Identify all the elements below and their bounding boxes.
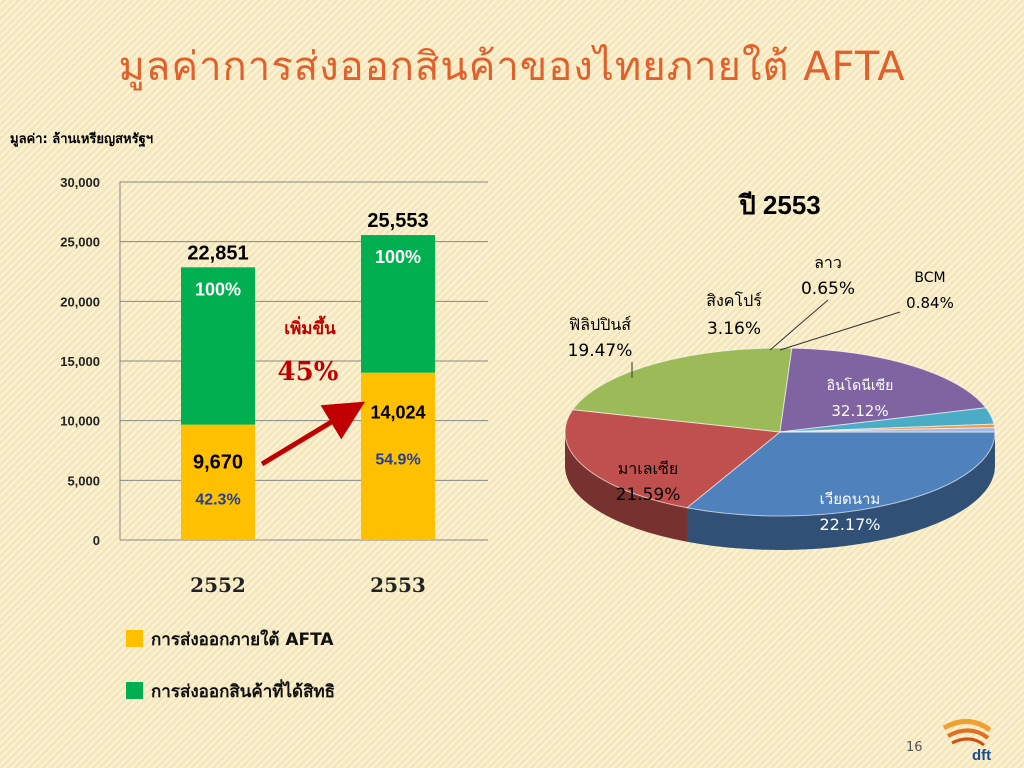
pie-value-3: 19.47% [568, 341, 633, 361]
slide-title: มูลค่าการส่งออกสินค้าของไทยภายใต้ AFTA [118, 44, 906, 90]
pie-side-0 [686, 432, 995, 550]
bar-afta-2552 [181, 424, 255, 540]
dft-logo: dft [942, 719, 992, 764]
value-label-afta-2552: 9,670 [193, 452, 243, 474]
pie-slice-6 [779, 427, 996, 433]
pie-slice-3 [779, 347, 987, 433]
y-tick-label: 30,000 [60, 175, 100, 190]
bar-chart: 0 5,000 10,000 15,000 20,000 25,000 30,000 22,8… [60, 175, 488, 597]
x-tick-label-2552: 2552 [190, 573, 246, 597]
pct-label-privileged-2552: 100% [195, 279, 241, 299]
pie-label-5: ลาว [814, 253, 842, 272]
legend-item-afta: การส่งออกภายใต้ AFTA [126, 626, 334, 653]
bar-afta-2553 [361, 372, 435, 540]
pie-value-6: 0.84% [906, 294, 954, 312]
pie-value-0: 32.12% [831, 402, 888, 420]
y-tick-label: 0 [93, 533, 100, 548]
legend-swatch-afta [126, 630, 143, 647]
total-label-2553: 25,553 [367, 210, 428, 232]
unit-label: มูลค่า: ล้านเหรียญสหรัฐฯ [10, 132, 154, 147]
pie-label-3: ฟิลิปปินส์ [569, 315, 631, 334]
legend-label-privileged: การส่งออกสินค้าที่ได้สิทธิ [151, 682, 336, 702]
leader-line-bcm [779, 311, 901, 351]
pie-label-2: มาเลเซีย [618, 459, 679, 478]
pie-chart: ปี 2553 อินโดนีเซีย 32.12% เวียดนาม 22.17% มา… [564, 190, 996, 550]
bar-privileged-2553 [361, 235, 435, 373]
pie-label-0: อินโดนีเซีย [827, 377, 894, 394]
pct-label-afta-2553: 54.9% [375, 452, 420, 469]
pie-slice-1 [564, 409, 782, 509]
increase-arrow [260, 401, 366, 467]
pie-label-1: เวียดนาม [820, 490, 881, 508]
legend-swatch-privileged [126, 682, 143, 699]
value-label-afta-2553: 14,024 [370, 403, 425, 423]
y-tick-label: 20,000 [60, 294, 100, 309]
pie-side-1 [565, 432, 687, 542]
pie-slice-0 [685, 431, 996, 517]
pct-label-afta-2552: 42.3% [195, 492, 240, 509]
total-label-2552: 22,851 [187, 242, 248, 264]
pie-slice-2 [571, 347, 793, 433]
legend-item-privileged: การส่งออกสินค้าที่ได้สิทธิ [126, 678, 335, 705]
logo-text: dft [972, 747, 991, 764]
bar-privileged-2552 [181, 267, 255, 425]
y-tick-label: 25,000 [60, 235, 100, 250]
legend-label-afta: การส่งออกภายใต้ AFTA [151, 630, 334, 650]
pie-value-2: 21.59% [616, 485, 681, 505]
x-tick-label-2553: 2553 [370, 573, 426, 597]
pie-value-1: 22.17% [819, 515, 880, 534]
y-tick-label: 5,000 [67, 473, 100, 488]
y-tick-label: 10,000 [60, 414, 100, 429]
pie-value-5: 0.65% [801, 279, 855, 299]
pie-value-4: 3.16% [707, 319, 761, 339]
y-tick-label: 15,000 [60, 354, 100, 369]
pct-label-privileged-2553: 100% [375, 247, 421, 267]
pie-label-4: สิงคโปร์ [706, 291, 762, 310]
pie-label-6: BCM [914, 270, 945, 286]
page-number: 16 [906, 740, 923, 755]
increase-label: เพิ่มขึ้น [284, 315, 336, 339]
increase-percent: 45% [278, 357, 339, 387]
leader-line-laos [769, 299, 829, 351]
pie-title: ปี 2553 [738, 190, 821, 220]
